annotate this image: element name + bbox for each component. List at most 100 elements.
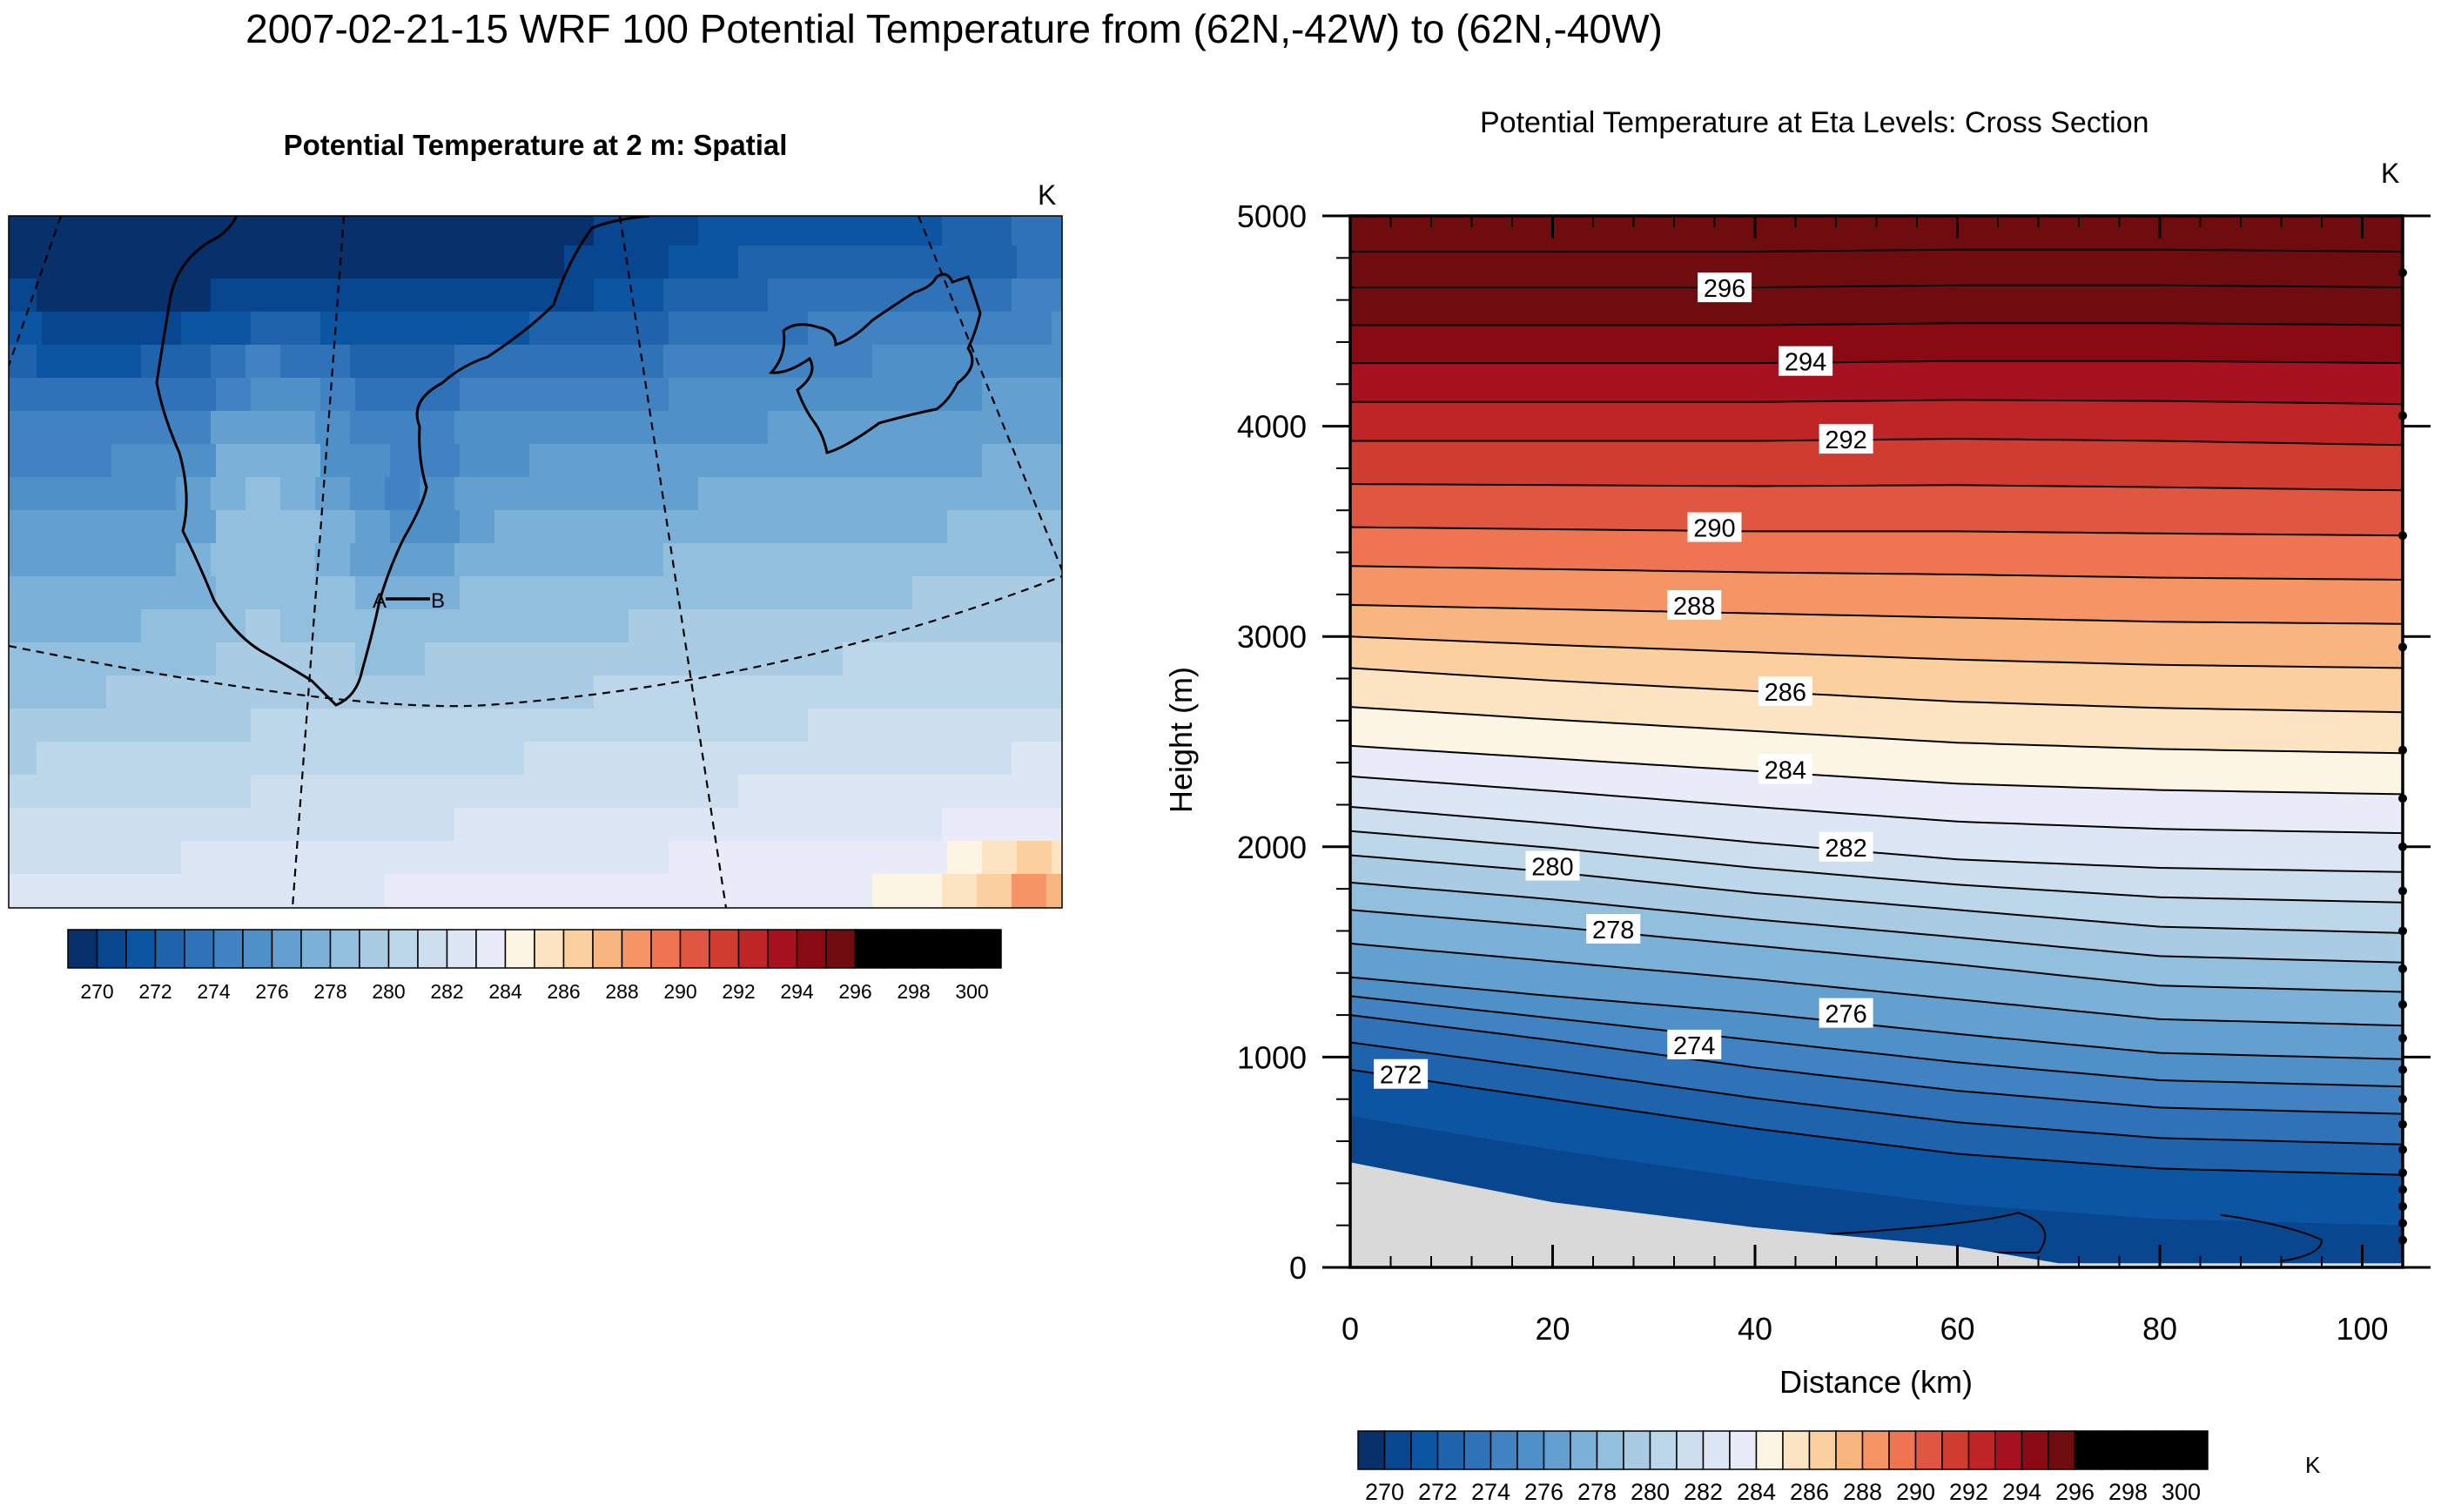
contour-line — [1350, 667, 2403, 714]
field-cell — [176, 477, 212, 512]
colorbar-swatch — [1463, 1430, 1492, 1470]
field-cell — [280, 345, 317, 380]
field-cell — [106, 874, 143, 908]
field-cell — [738, 642, 775, 677]
field-cell — [524, 742, 561, 776]
field-cell — [942, 216, 978, 247]
field-cell — [211, 279, 247, 313]
field-cell — [9, 510, 44, 545]
field-cell — [738, 510, 775, 545]
colorbar-swatch — [1570, 1430, 1598, 1470]
field-cell — [738, 378, 775, 413]
field-cell — [494, 444, 531, 479]
field-cell — [942, 808, 978, 843]
colorbar-swatch — [971, 929, 1002, 969]
field-cell — [320, 775, 357, 810]
field-cell — [141, 609, 178, 644]
contour-label-box — [1586, 914, 1641, 944]
field-cell — [211, 742, 247, 776]
x-tick-label: 40 — [1738, 1311, 1772, 1347]
field-cell — [286, 775, 322, 810]
field-cell — [1052, 245, 1062, 280]
field-cell — [912, 444, 949, 479]
field-cell — [494, 709, 531, 743]
field-cell — [251, 576, 287, 611]
field-cell — [494, 642, 531, 677]
field-cell — [425, 775, 461, 810]
field-cell — [634, 245, 670, 280]
colorbar-swatch — [1596, 1430, 1624, 1470]
field-cell — [350, 216, 387, 247]
x-axis-label: Distance (km) — [1779, 1364, 1973, 1400]
field-cell — [773, 444, 810, 479]
field-cell — [460, 378, 496, 413]
field-cell — [77, 775, 113, 810]
field-cell — [1052, 576, 1062, 611]
field-cell — [907, 477, 944, 512]
field-cell — [1012, 411, 1048, 446]
field-cell — [878, 378, 914, 413]
field-cell — [837, 808, 874, 843]
field-cell — [947, 378, 984, 413]
contour-label-box — [1758, 754, 1812, 784]
field-cell — [9, 477, 38, 512]
colorbar-swatch — [592, 929, 623, 969]
field-cell — [942, 874, 978, 908]
field-cell — [594, 345, 630, 380]
field-cell — [629, 808, 665, 843]
field-cell — [629, 216, 665, 247]
field-cell — [286, 510, 322, 545]
field-cell — [768, 742, 804, 776]
colorbar-swatch — [621, 929, 652, 969]
field-cell — [733, 477, 770, 512]
field-cell — [733, 874, 770, 908]
field-cell — [843, 709, 879, 743]
field-cell — [669, 312, 705, 346]
field-cell — [594, 808, 630, 843]
field-cell — [216, 709, 252, 743]
x-tick-label: 20 — [1535, 1311, 1570, 1347]
field-cell — [141, 477, 178, 512]
field-cell — [559, 477, 595, 512]
field-cell — [9, 543, 38, 578]
colorbar-tick-label: 292 — [1949, 1479, 1988, 1505]
colorbar-tick-label: 278 — [313, 980, 346, 1003]
field-cell — [320, 510, 357, 545]
field-cell — [629, 345, 665, 380]
field-cell — [1012, 279, 1048, 313]
field-cell — [251, 312, 287, 346]
field-cell — [703, 378, 740, 413]
field-cell — [9, 675, 38, 710]
field-cell — [460, 709, 496, 743]
colorbar-tick-label: 282 — [430, 980, 463, 1003]
field-cell — [977, 216, 1013, 247]
field-cell — [420, 411, 456, 446]
field-cell — [1017, 775, 1053, 810]
field-cell — [1012, 675, 1048, 710]
field-cell — [803, 216, 839, 247]
colorbar-tick-label: 284 — [488, 980, 522, 1003]
field-cell — [907, 543, 944, 578]
colorbar-swatch — [242, 929, 273, 969]
colorbar-swatch — [1914, 1430, 1943, 1470]
field-cell — [982, 775, 1019, 810]
field-cell — [1052, 775, 1062, 810]
colorbar-tick-label: 270 — [80, 980, 113, 1003]
field-cell — [808, 245, 844, 280]
field-cell — [524, 477, 561, 512]
field-cell — [355, 709, 392, 743]
field-cell — [420, 808, 456, 843]
field-cell — [1017, 312, 1053, 346]
field-cell — [42, 245, 78, 280]
field-cell — [454, 874, 491, 908]
field-cell — [629, 675, 665, 710]
field-cell — [733, 411, 770, 446]
field-cell — [350, 279, 387, 313]
field-cell — [912, 709, 949, 743]
field-cell — [907, 279, 944, 313]
field-cell — [489, 477, 526, 512]
field-cell — [872, 543, 909, 578]
field-cell — [872, 609, 909, 644]
